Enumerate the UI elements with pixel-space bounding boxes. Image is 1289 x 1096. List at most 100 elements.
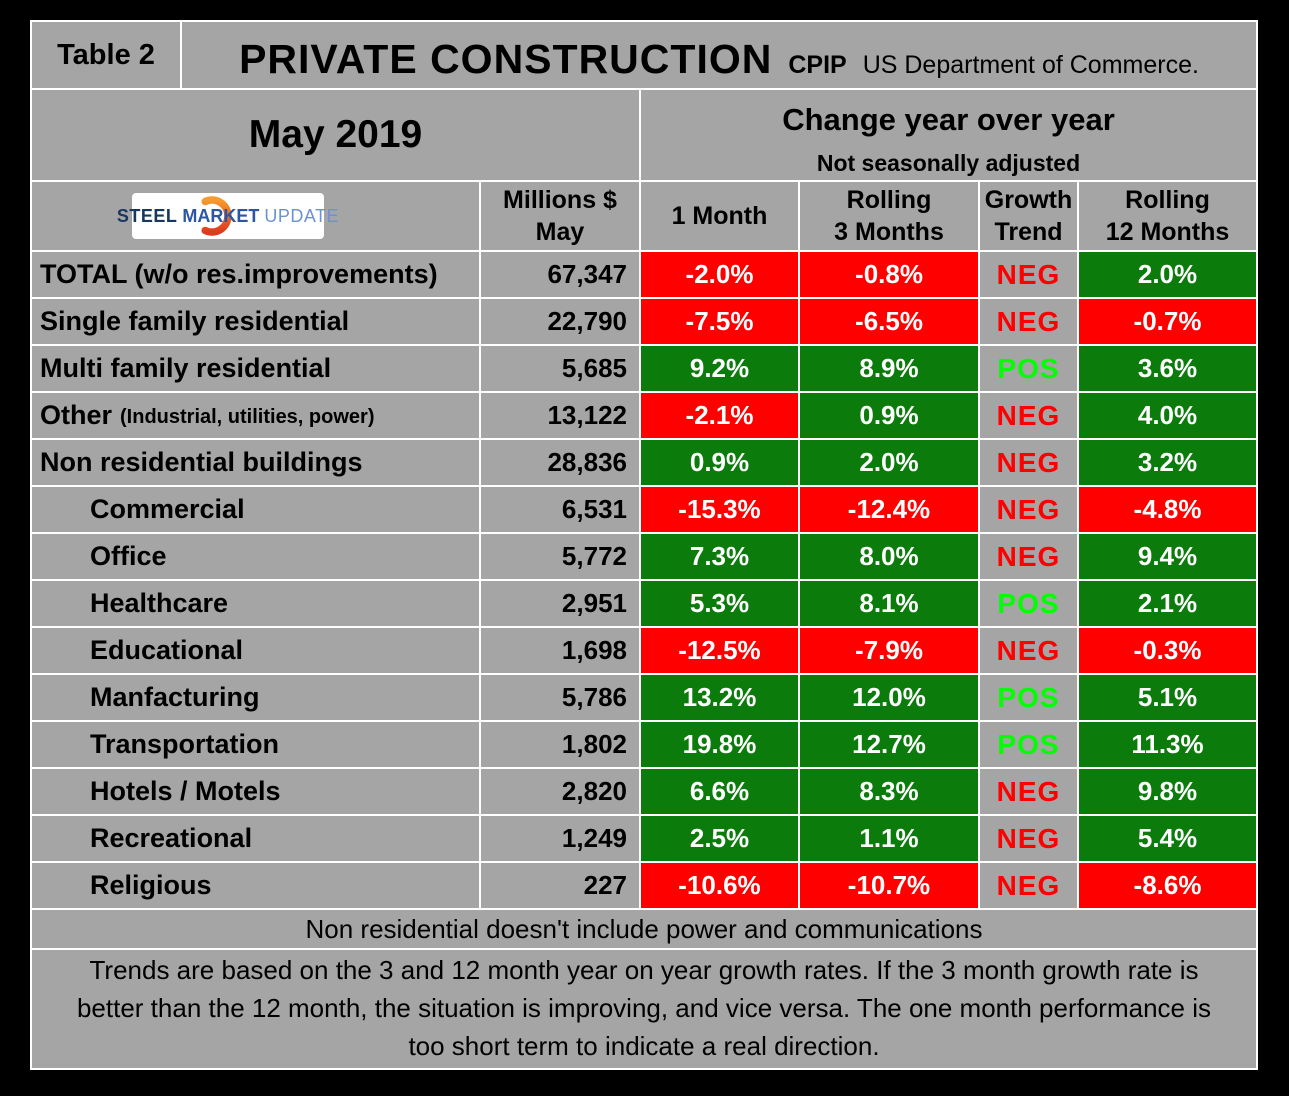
row-1month-cell: 5.3% [641,581,798,626]
row-rolling12-cell: 5.1% [1079,675,1256,720]
row-growth-trend-cell: NEG [980,299,1077,344]
row-rolling3-cell: 8.3% [800,769,978,814]
row-growth-trend-cell: NEG [980,816,1077,861]
period-label: May 2019 [32,90,639,180]
row-1month-cell: -2.1% [641,393,798,438]
row-rolling3-cell: 12.7% [800,722,978,767]
row-growth-trend-cell: NEG [980,769,1077,814]
table-row: Educational 1,698 -12.5% -7.9% NEG -0.3% [32,628,1256,673]
row-label-cell: Transportation [32,722,479,767]
row-label-cell: Non residential buildings [32,440,479,485]
row-growth-trend-cell: POS [980,675,1077,720]
row-growth-trend-cell: POS [980,346,1077,391]
row-rolling3-cell: -12.4% [800,487,978,532]
row-1month-cell: -2.0% [641,252,798,297]
table-row: TOTAL (w/o res.improvements) 67,347 -2.0… [32,252,1256,297]
row-rolling12-cell: 5.4% [1079,816,1256,861]
col-header-1month: 1 Month [641,182,798,250]
row-label-cell: Religious [32,863,479,908]
row-rolling12-cell: 2.1% [1079,581,1256,626]
row-rolling12-cell: 2.0% [1079,252,1256,297]
table-title: PRIVATE CONSTRUCTION [239,36,773,82]
row-rolling3-cell: -0.8% [800,252,978,297]
private-construction-table: Table 2 PRIVATE CONSTRUCTION CPIP US Dep… [30,20,1258,1070]
table-row: Transportation 1,802 19.8% 12.7% POS 11.… [32,722,1256,767]
row-rolling3-cell: 8.9% [800,346,978,391]
row-millions-value: 1,698 [481,628,639,673]
row-label: Commercial [90,494,245,524]
row-label-cell: Recreational [32,816,479,861]
row-rolling3-cell: -10.7% [800,863,978,908]
row-millions-value: 227 [481,863,639,908]
row-label: Healthcare [90,588,229,618]
row-rolling12-cell: -0.3% [1079,628,1256,673]
row-millions-value: 2,820 [481,769,639,814]
row-millions-value: 5,772 [481,534,639,579]
row-millions-value: 2,951 [481,581,639,626]
table-row: Multi family residential 5,685 9.2% 8.9%… [32,346,1256,391]
row-millions-value: 28,836 [481,440,639,485]
row-growth-trend-cell: NEG [980,487,1077,532]
logo-cell: STEEL MARKET UPDATE [32,182,479,250]
row-1month-cell: 13.2% [641,675,798,720]
row-label: Hotels / Motels [90,776,281,806]
row-rolling3-cell: 8.1% [800,581,978,626]
row-millions-value: 5,685 [481,346,639,391]
table-row: Commercial 6,531 -15.3% -12.4% NEG -4.8% [32,487,1256,532]
row-label-cell: Commercial [32,487,479,532]
row-millions-value: 1,249 [481,816,639,861]
row-rolling3-cell: -7.9% [800,628,978,673]
logo-crescent-icon [201,196,232,236]
row-rolling12-cell: 4.0% [1079,393,1256,438]
row-rolling3-cell: 12.0% [800,675,978,720]
change-subtitle: Not seasonally adjusted [816,150,1081,176]
row-label: Educational [90,635,244,665]
table-number-label: Table 2 [32,22,180,88]
row-growth-trend-cell: NEG [980,534,1077,579]
row-rolling3-cell: 2.0% [800,440,978,485]
row-label-cell: Manfacturing [32,675,479,720]
row-millions-value: 67,347 [481,252,639,297]
row-growth-trend-cell: NEG [980,440,1077,485]
row-1month-cell: -7.5% [641,299,798,344]
row-1month-cell: -12.5% [641,628,798,673]
row-rolling3-cell: 8.0% [800,534,978,579]
change-title: Change year over year [782,102,1115,137]
row-millions-value: 5,786 [481,675,639,720]
row-rolling12-cell: 3.6% [1079,346,1256,391]
row-rolling12-cell: -0.7% [1079,299,1256,344]
row-rolling12-cell: -8.6% [1079,863,1256,908]
logo-word-update: UPDATE [264,205,340,226]
table-row: Other (Industrial, utilities, power) 13,… [32,393,1256,438]
footer-note: Non residential doesn't include power an… [32,910,1256,948]
table-row: Hotels / Motels 2,820 6.6% 8.3% NEG 9.8% [32,769,1256,814]
row-millions-value: 22,790 [481,299,639,344]
row-millions-value: 6,531 [481,487,639,532]
col-header-rolling3: Rolling 3 Months [800,182,978,250]
row-label-cell: Educational [32,628,479,673]
row-label: TOTAL (w/o res.improvements) [40,259,438,289]
footer-note-row: Non residential doesn't include power an… [32,910,1256,948]
row-1month-cell: 9.2% [641,346,798,391]
row-growth-trend-cell: NEG [980,863,1077,908]
logo-word-steel: STEEL [116,205,178,226]
cpip-tag: CPIP [788,51,847,79]
row-label-note: (Industrial, utilities, power) [120,406,375,428]
row-label-cell: TOTAL (w/o res.improvements) [32,252,479,297]
row-label-cell: Office [32,534,479,579]
table-row: Religious 227 -10.6% -10.7% NEG -8.6% [32,863,1256,908]
col-header-rolling12: Rolling 12 Months [1079,182,1256,250]
title-row: Table 2 PRIVATE CONSTRUCTION CPIP US Dep… [32,22,1256,88]
row-label: Non residential buildings [40,447,363,477]
row-label-cell: Other (Industrial, utilities, power) [32,393,479,438]
table-row: Office 5,772 7.3% 8.0% NEG 9.4% [32,534,1256,579]
row-rolling3-cell: -6.5% [800,299,978,344]
change-header-cell: Change year over year Not seasonally adj… [641,90,1256,180]
row-millions-value: 1,802 [481,722,639,767]
table-row: Manfacturing 5,786 13.2% 12.0% POS 5.1% [32,675,1256,720]
source-label: US Department of Commerce. [862,51,1199,79]
table-row: Non residential buildings 28,836 0.9% 2.… [32,440,1256,485]
row-label: Manfacturing [90,682,260,712]
row-millions-value: 13,122 [481,393,639,438]
